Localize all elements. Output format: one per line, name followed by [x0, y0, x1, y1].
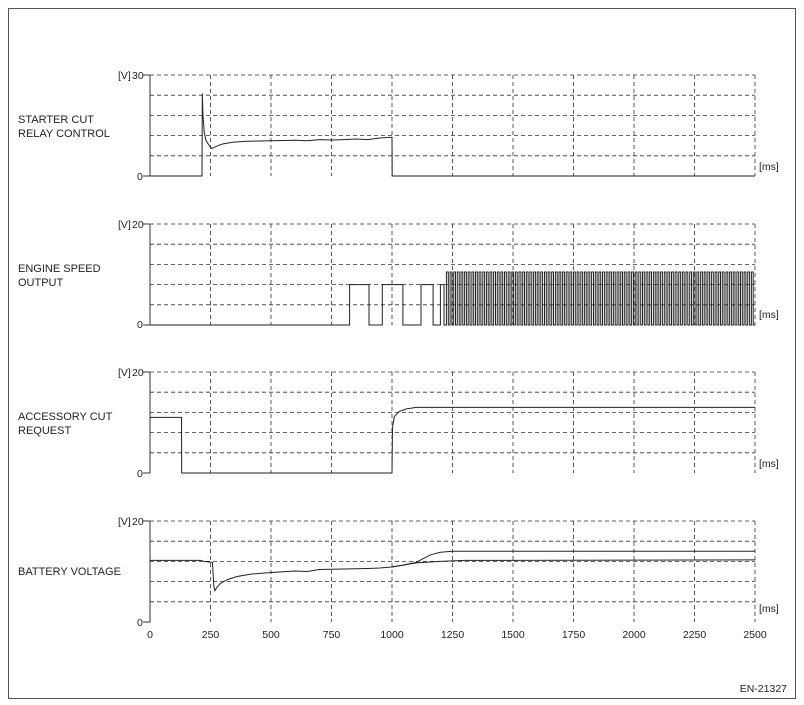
x-tick-label: 1000 — [380, 629, 404, 641]
panel-2-y-unit: [V] — [118, 219, 131, 231]
x-tick-label: 2000 — [622, 629, 646, 641]
signal-trace-1 — [150, 550, 755, 593]
panel-starter-cut-relay-control: STARTER CUT RELAY CONTROL [V] 30 0 [ms] — [18, 70, 779, 183]
signal-trace-1 — [150, 93, 755, 177]
panel-2-trace-group — [150, 271, 755, 326]
panel-4-label-line-1: BATTERY VOLTAGE — [18, 566, 121, 578]
panel-3-y-max-label: 20 — [132, 367, 144, 379]
x-tick-label: 1250 — [441, 629, 465, 641]
panel-3-grid — [143, 371, 756, 474]
panel-3-trace-group — [150, 406, 755, 474]
panel-3-x-unit: [ms] — [759, 458, 779, 470]
panel-accessory-cut-request: ACCESSORY CUT REQUEST [V] 20 0 [ms] — [18, 367, 779, 480]
panel-4-x-unit: [ms] — [759, 603, 779, 615]
panel-2-grid — [143, 223, 756, 326]
panel-3-y-min-label: 0 — [137, 468, 143, 480]
panel-2-label-line-1: ENGINE SPEED — [18, 263, 101, 275]
engine-speed-pulse-trace — [150, 271, 755, 326]
x-tick-label: 1500 — [501, 629, 525, 641]
panel-3-y-unit: [V] — [118, 367, 131, 379]
panel-2-y-min-label: 0 — [137, 319, 143, 331]
panel-battery-voltage: BATTERY VOLTAGE [V] 20 0 [ms] 0 250 500 750… — [18, 516, 779, 641]
panel-1-label-line-2: RELAY CONTROL — [18, 128, 110, 140]
signal-trace-1 — [150, 406, 755, 474]
x-tick-label: 2250 — [683, 629, 707, 641]
x-tick-label: 250 — [202, 629, 220, 641]
x-tick-label: 0 — [147, 629, 153, 641]
panel-engine-speed-output: ENGINE SPEED OUTPUT [V] 20 0 [ms] — [18, 219, 779, 331]
panel-2-label-line-2: OUTPUT — [18, 277, 64, 289]
panel-2-x-unit: [ms] — [759, 309, 779, 321]
x-axis-tick-labels: 0 250 500 750 1000 1250 1500 1750 2000 2250 2500 — [147, 629, 767, 641]
panel-1-label-line-1: STARTER CUT — [18, 114, 94, 126]
panel-3-label-line-2: REQUEST — [18, 425, 71, 437]
panel-4-y-unit: [V] — [118, 516, 131, 528]
panel-1-y-min-label: 0 — [137, 171, 143, 183]
x-tick-label: 750 — [323, 629, 341, 641]
x-tick-label: 2500 — [743, 629, 767, 641]
panel-4-grid — [143, 520, 756, 623]
panel-1-y-max-label: 30 — [132, 70, 144, 82]
panel-2-y-max-label: 20 — [132, 219, 144, 231]
x-tick-label: 500 — [262, 629, 280, 641]
panel-3-label-line-1: ACCESSORY CUT — [18, 411, 113, 423]
panel-1-y-unit: [V] — [118, 70, 131, 82]
panel-4-y-max-label: 20 — [132, 516, 144, 528]
panel-1-trace-group — [150, 93, 755, 177]
panel-1-grid — [143, 74, 756, 177]
panel-4-trace-group — [150, 550, 756, 593]
figure-frame — [8, 8, 796, 699]
panel-1-x-unit: [ms] — [759, 161, 779, 173]
panel-4-y-min-label: 0 — [137, 617, 143, 629]
signal-trace-2 — [391, 559, 756, 568]
x-tick-label: 1750 — [562, 629, 586, 641]
figure-id-label: EN-21327 — [740, 683, 787, 695]
